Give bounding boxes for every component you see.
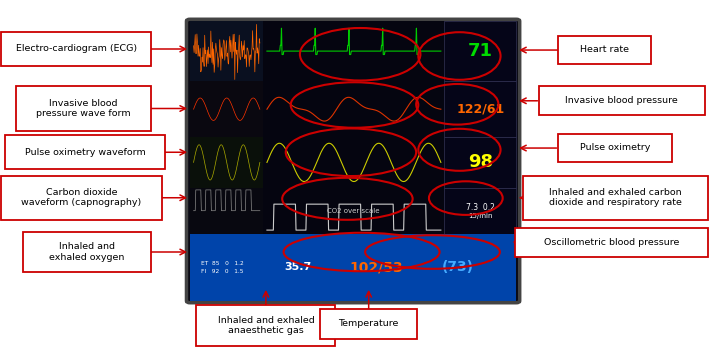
Text: Invasive blood
pressure wave form: Invasive blood pressure wave form <box>36 99 130 118</box>
Text: Carbon dioxide
waveform (capnography): Carbon dioxide waveform (capnography) <box>21 188 142 208</box>
Text: 35.7: 35.7 <box>284 262 311 272</box>
Text: 102/53: 102/53 <box>349 260 403 274</box>
FancyBboxPatch shape <box>539 86 705 115</box>
FancyBboxPatch shape <box>23 232 151 272</box>
Text: Inhaled and
exhaled oxygen: Inhaled and exhaled oxygen <box>49 242 125 262</box>
FancyBboxPatch shape <box>558 134 672 162</box>
FancyBboxPatch shape <box>320 309 417 339</box>
FancyBboxPatch shape <box>1 176 162 220</box>
Text: Pulse oximetry waveform: Pulse oximetry waveform <box>25 148 145 157</box>
FancyBboxPatch shape <box>445 81 516 137</box>
Text: 15/min: 15/min <box>468 213 493 219</box>
FancyBboxPatch shape <box>196 305 335 346</box>
Text: 98: 98 <box>468 153 493 172</box>
FancyBboxPatch shape <box>515 228 708 257</box>
FancyBboxPatch shape <box>16 86 151 131</box>
FancyBboxPatch shape <box>445 21 516 81</box>
Text: (73): (73) <box>442 260 474 274</box>
Text: Inhaled and exhaled carbon
dioxide and respiratory rate: Inhaled and exhaled carbon dioxide and r… <box>549 188 681 208</box>
Text: Oscillometric blood pressure: Oscillometric blood pressure <box>544 238 679 247</box>
Text: FI   92   0   1.5: FI 92 0 1.5 <box>201 269 244 274</box>
FancyBboxPatch shape <box>264 188 445 234</box>
Text: 7.3  0.2: 7.3 0.2 <box>466 203 495 212</box>
FancyBboxPatch shape <box>558 36 651 64</box>
Text: Inhaled and exhaled
anaesthetic gas: Inhaled and exhaled anaesthetic gas <box>218 316 314 335</box>
FancyBboxPatch shape <box>186 19 520 303</box>
FancyBboxPatch shape <box>523 176 708 220</box>
FancyBboxPatch shape <box>5 135 165 169</box>
Text: Pulse oximetry: Pulse oximetry <box>580 144 650 152</box>
FancyBboxPatch shape <box>264 137 445 188</box>
Text: 71: 71 <box>468 42 493 60</box>
Text: CO2 over scale: CO2 over scale <box>327 208 379 214</box>
FancyBboxPatch shape <box>445 188 516 234</box>
FancyBboxPatch shape <box>190 234 516 301</box>
Text: Electro-cardiogram (ECG): Electro-cardiogram (ECG) <box>16 44 137 54</box>
FancyBboxPatch shape <box>190 188 264 234</box>
FancyBboxPatch shape <box>190 137 264 188</box>
FancyBboxPatch shape <box>190 81 264 137</box>
Text: ET  85   0   1.2: ET 85 0 1.2 <box>201 261 244 266</box>
Text: Heart rate: Heart rate <box>580 46 629 54</box>
FancyBboxPatch shape <box>264 21 445 81</box>
FancyBboxPatch shape <box>264 81 445 137</box>
Text: Invasive blood pressure: Invasive blood pressure <box>565 96 679 105</box>
FancyBboxPatch shape <box>1 32 151 66</box>
Text: 122/61: 122/61 <box>456 103 504 116</box>
FancyBboxPatch shape <box>190 21 264 81</box>
Text: Temperature: Temperature <box>338 319 399 328</box>
FancyBboxPatch shape <box>445 137 516 188</box>
